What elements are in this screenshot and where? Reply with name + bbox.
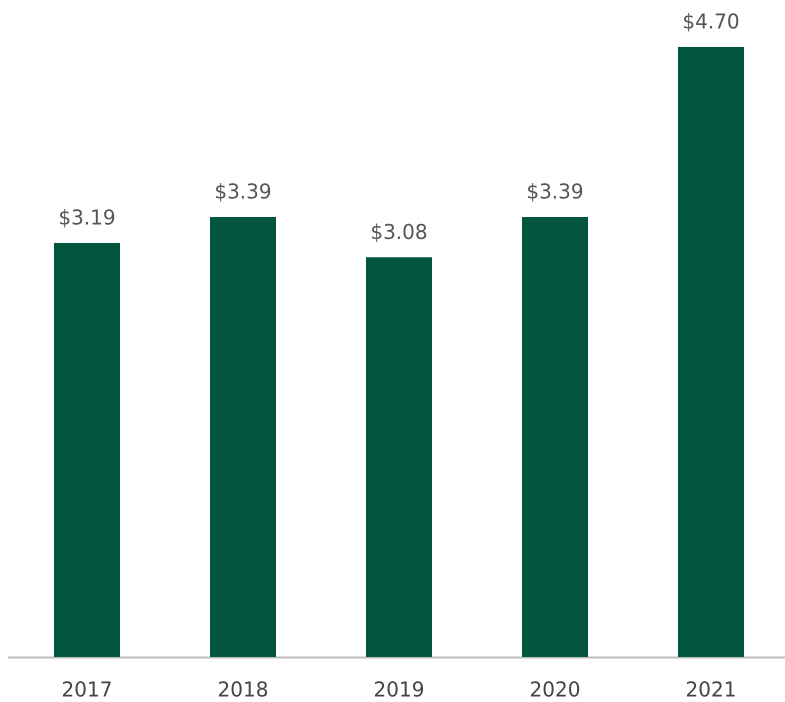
x-tick-label: 2019 xyxy=(374,678,425,702)
bar xyxy=(210,217,276,657)
bar xyxy=(366,257,432,657)
value-label: $3.19 xyxy=(58,205,115,229)
bar xyxy=(54,242,120,657)
value-label: $3.39 xyxy=(214,180,271,204)
bar xyxy=(678,47,744,657)
x-tick-label: 2018 xyxy=(218,678,269,702)
x-tick-label: 2021 xyxy=(686,678,737,702)
value-label: $3.08 xyxy=(370,220,427,244)
value-label: $3.39 xyxy=(526,180,583,204)
bar xyxy=(522,217,588,657)
x-tick-label: 2020 xyxy=(530,678,581,702)
value-label: $4.70 xyxy=(682,10,739,34)
x-tick-label: 2017 xyxy=(62,678,113,702)
